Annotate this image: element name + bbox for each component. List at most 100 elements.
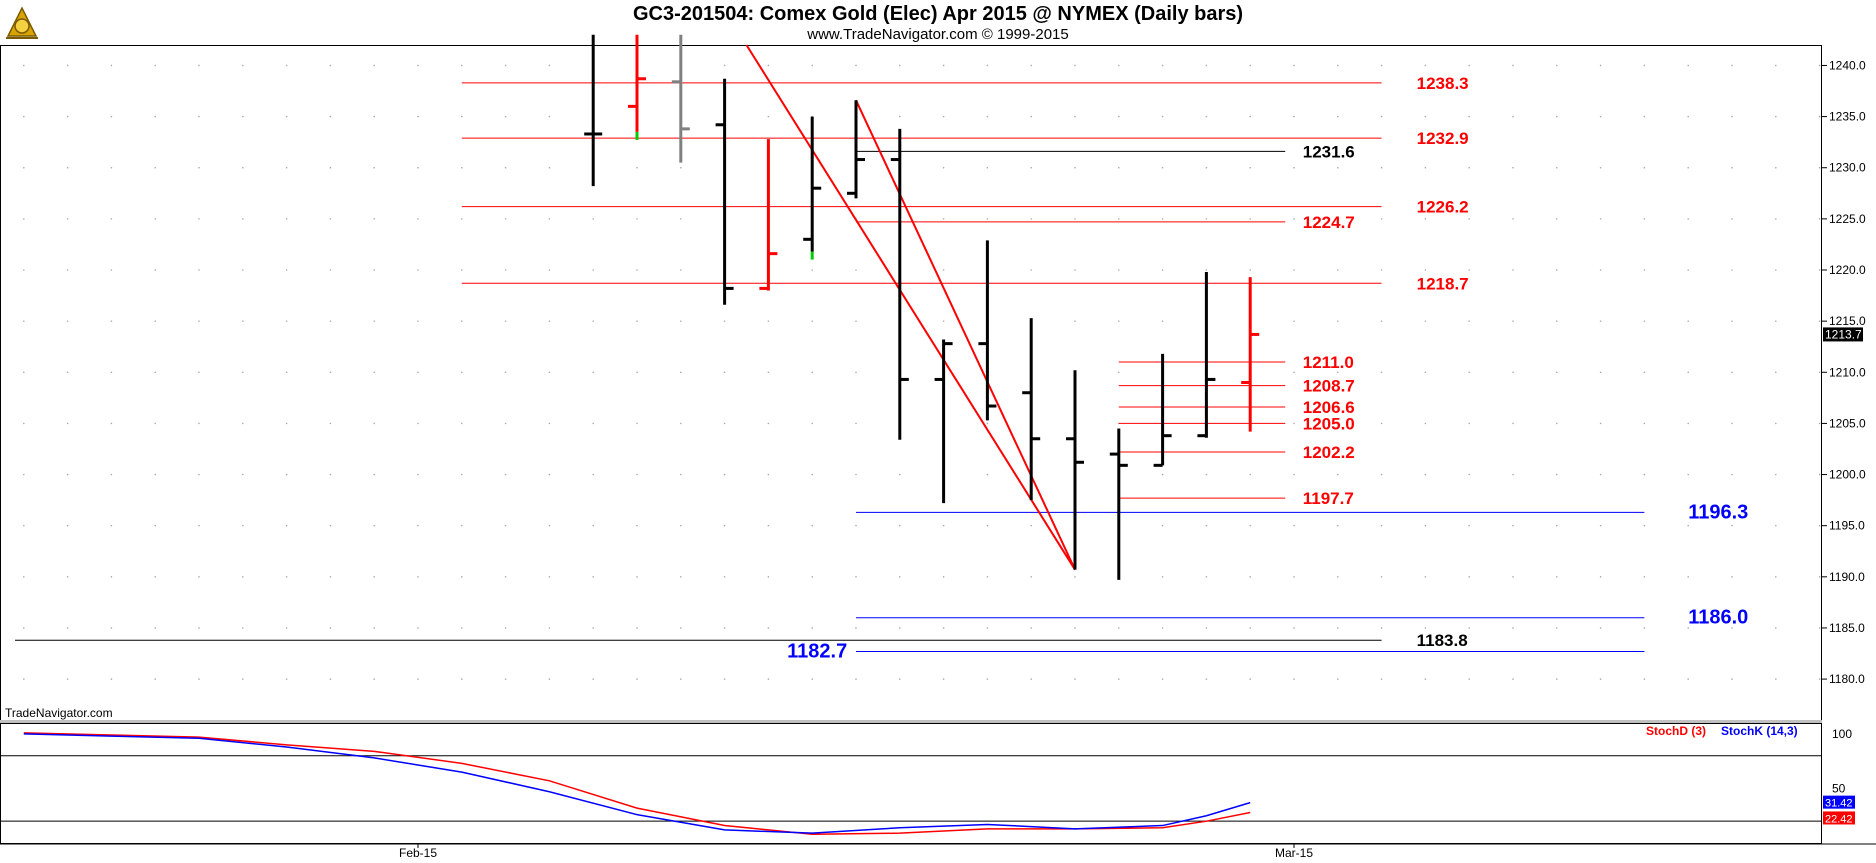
grid-dot bbox=[1337, 371, 1339, 374]
grid-dot bbox=[329, 473, 332, 476]
grid-dot bbox=[504, 371, 507, 374]
grid-dot bbox=[329, 218, 332, 220]
grid-dot bbox=[504, 218, 507, 220]
grid-dot bbox=[1643, 320, 1646, 322]
grid-dot bbox=[1468, 64, 1470, 67]
grid-dot bbox=[198, 64, 200, 67]
grid-dot bbox=[154, 524, 156, 527]
grid-dot bbox=[1599, 269, 1602, 271]
grid-dot bbox=[23, 473, 25, 476]
grid-dot bbox=[285, 576, 288, 578]
grid-dot bbox=[1118, 371, 1120, 374]
grid-dot bbox=[504, 115, 507, 118]
grid-dot bbox=[1512, 627, 1514, 629]
stoch-d-last-box bbox=[1823, 811, 1855, 825]
level-label: 1231.6 bbox=[1303, 142, 1355, 161]
grid-dot bbox=[680, 627, 682, 629]
grid-dot bbox=[373, 218, 376, 220]
grid-dot bbox=[1643, 64, 1646, 67]
last-price-box bbox=[1823, 327, 1863, 342]
grid-dot bbox=[723, 678, 726, 680]
grid-dot bbox=[417, 320, 419, 322]
grid-dot bbox=[461, 422, 463, 425]
grid-dot bbox=[1074, 115, 1076, 118]
grid-dot bbox=[1293, 678, 1295, 680]
stoch-axis-tick-label: 50 bbox=[1832, 781, 1846, 795]
grid-dot bbox=[811, 524, 813, 527]
grid-dot bbox=[1074, 576, 1076, 578]
grid-dot bbox=[1205, 473, 1208, 476]
level-label: 1218.7 bbox=[1417, 274, 1469, 293]
grid-dot bbox=[592, 524, 594, 527]
grid-dot bbox=[855, 320, 857, 322]
grid-dot bbox=[373, 678, 376, 680]
grid-dot bbox=[198, 627, 200, 629]
grid-dot bbox=[1249, 473, 1251, 476]
grid-dot bbox=[680, 524, 682, 527]
stoch-series-line bbox=[23, 733, 1251, 834]
grid-dot bbox=[110, 115, 113, 118]
grid-dot bbox=[329, 576, 332, 578]
grid-dot bbox=[1337, 166, 1339, 169]
grid-dot bbox=[1424, 371, 1427, 374]
grid-dot bbox=[110, 627, 113, 629]
grid-dot bbox=[329, 115, 332, 118]
price-axis-tick-label: 1200.0 bbox=[1829, 468, 1866, 482]
grid-dot bbox=[855, 678, 857, 680]
grid-dot bbox=[329, 64, 332, 67]
grid-dot bbox=[1643, 473, 1646, 476]
grid-dot bbox=[285, 320, 288, 322]
grid-dot bbox=[461, 115, 463, 118]
grid-dot bbox=[1512, 422, 1514, 425]
grid-dot bbox=[986, 678, 989, 680]
grid-dot bbox=[1512, 320, 1514, 322]
grid-dot bbox=[1818, 64, 1821, 67]
grid-dot bbox=[592, 269, 594, 271]
grid-dot bbox=[1556, 115, 1558, 118]
grid-dot bbox=[285, 524, 288, 527]
grid-dot bbox=[66, 524, 69, 527]
grid-dot bbox=[1599, 320, 1602, 322]
grid-dot bbox=[373, 320, 376, 322]
grid-dot bbox=[1468, 218, 1470, 220]
grid-dot bbox=[1775, 473, 1777, 476]
grid-dot bbox=[461, 320, 463, 322]
grid-dot bbox=[1161, 473, 1164, 476]
grid-dot bbox=[811, 627, 813, 629]
grid-dot bbox=[1293, 64, 1295, 67]
grid-dot bbox=[1818, 576, 1821, 578]
level-label: 1224.7 bbox=[1303, 213, 1355, 232]
grid-dot bbox=[1249, 218, 1251, 220]
sextant-logo-icon bbox=[2, 2, 42, 42]
grid-dot bbox=[1818, 627, 1821, 629]
grid-dot bbox=[1337, 269, 1339, 271]
grid-dot bbox=[1380, 218, 1383, 220]
grid-dot bbox=[1599, 371, 1602, 374]
grid-dot bbox=[1380, 371, 1383, 374]
grid-dot bbox=[592, 422, 594, 425]
grid-dot bbox=[1424, 218, 1427, 220]
stoch-series-line bbox=[23, 732, 1251, 836]
time-axis-tick-label: Mar-15 bbox=[1275, 846, 1313, 860]
stoch-legend-d: StochD (3) bbox=[1646, 724, 1706, 738]
grid-dot bbox=[1818, 320, 1821, 322]
grid-dot bbox=[942, 576, 945, 578]
level-label: 1232.9 bbox=[1417, 129, 1469, 148]
grid-dot bbox=[1775, 678, 1777, 680]
grid-dot bbox=[1074, 64, 1076, 67]
grid-dot bbox=[1337, 320, 1339, 322]
grid-dot bbox=[1556, 627, 1558, 629]
grid-dot bbox=[636, 422, 638, 425]
grid-dot bbox=[1775, 218, 1777, 220]
grid-dot bbox=[811, 576, 813, 578]
grid-dot bbox=[1205, 115, 1208, 118]
grid-dot bbox=[1687, 166, 1689, 169]
grid-dot bbox=[1205, 64, 1208, 67]
grid-dot bbox=[373, 115, 376, 118]
grid-dot bbox=[373, 371, 376, 374]
grid-dot bbox=[1337, 64, 1339, 67]
grid-dot bbox=[811, 678, 813, 680]
grid-dot bbox=[1775, 422, 1777, 425]
time-axis-tick-label: Feb-15 bbox=[399, 846, 437, 860]
grid-dot bbox=[1512, 269, 1514, 271]
